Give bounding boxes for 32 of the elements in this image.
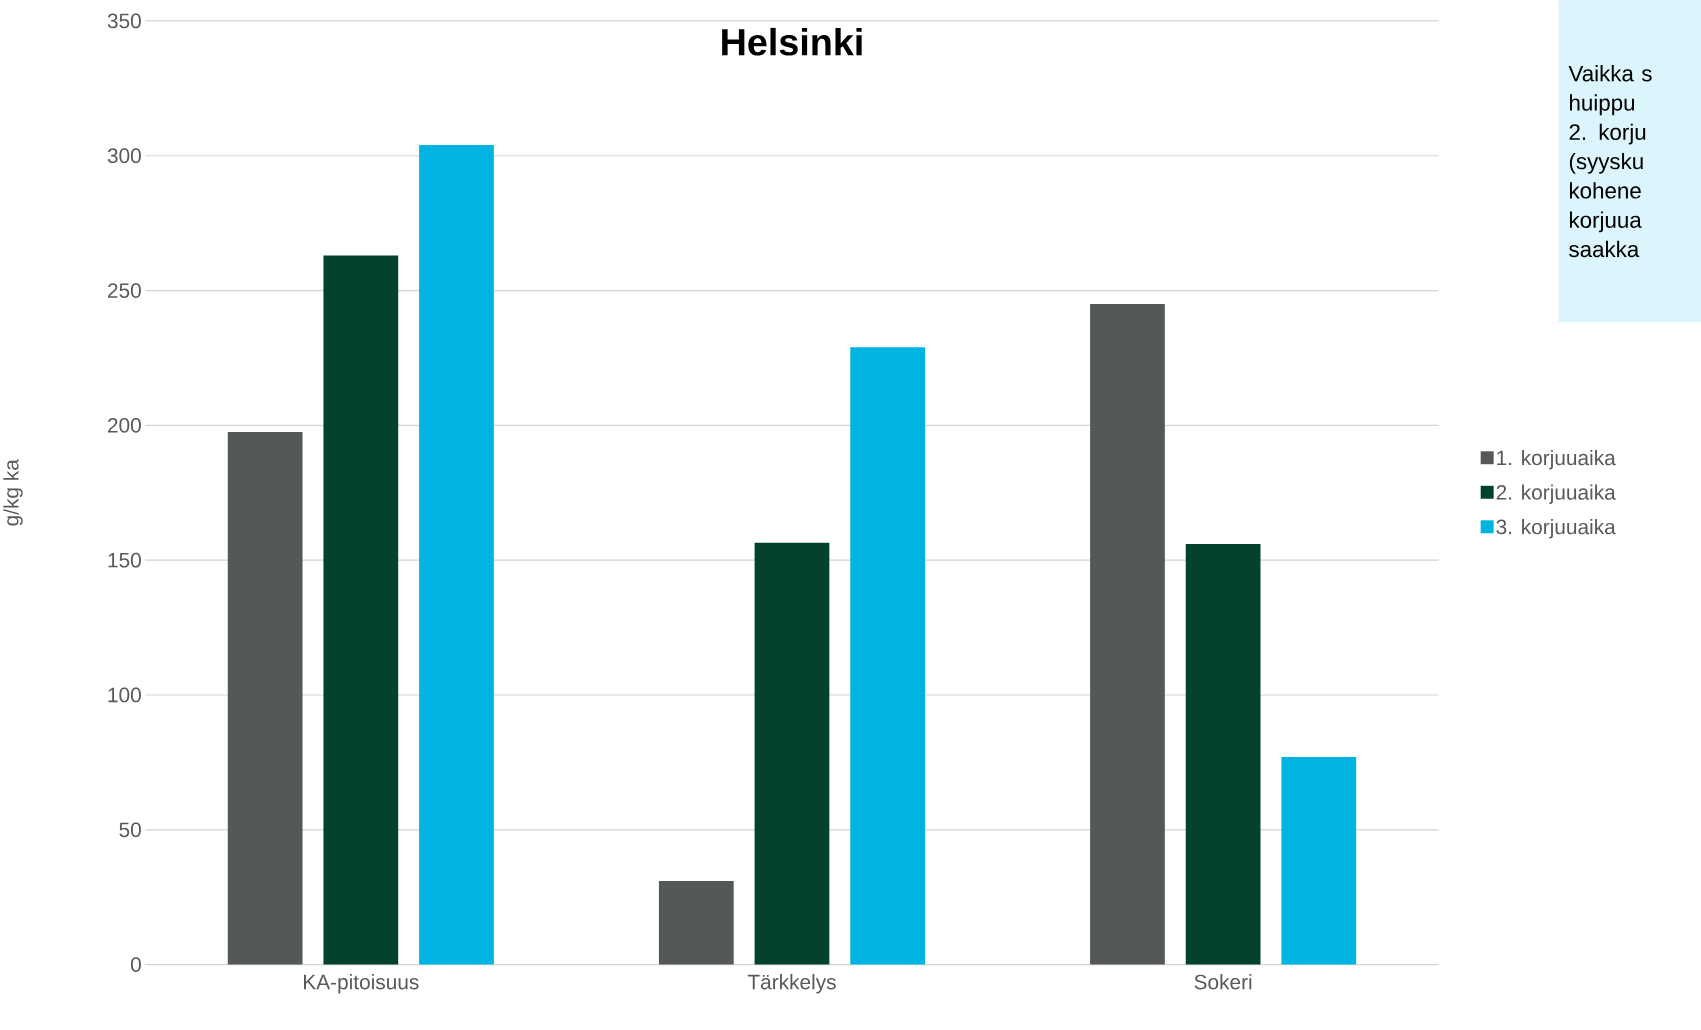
y-tick-label: 100 [108,687,141,703]
y-tick-label: 50 [119,822,141,837]
chart-title: Helsinki [722,27,862,56]
y-tick-label: 200 [107,417,141,433]
y-axis-title: g/kg ka [3,458,23,526]
bar [1185,543,1261,965]
y-tick-label: 350 [107,13,141,29]
y-tick-label: 0 [130,957,141,972]
bar [323,255,399,965]
bar [1090,303,1165,965]
x-tick-label: Tärkkelys [747,973,836,994]
y-tick-label: 250 [107,282,141,298]
bar [227,431,303,965]
bar [658,880,734,965]
legend-label: 3. korjuuaika [1496,518,1616,539]
legend-label: 2. korjuuaika [1496,484,1616,504]
bar [419,144,494,965]
legend-label: 1. korjuuaika [1497,449,1616,470]
text: 2. korju [1569,123,1646,145]
text: korjuua [1569,211,1642,233]
bar [850,346,926,965]
x-tick-label: KA-pitoisuus [304,973,419,994]
y-tick-label: 150 [108,552,141,568]
bar [1281,756,1357,965]
x-tick-label: Sokeri [1194,973,1252,990]
text: Vaikka s [1568,64,1652,82]
text: huippu [1570,94,1635,115]
bar [754,542,830,965]
text: kohene [1569,182,1641,199]
text: saakka [1569,240,1640,257]
y-tick-label: 300 [107,148,141,163]
text: (syysku [1569,152,1643,174]
